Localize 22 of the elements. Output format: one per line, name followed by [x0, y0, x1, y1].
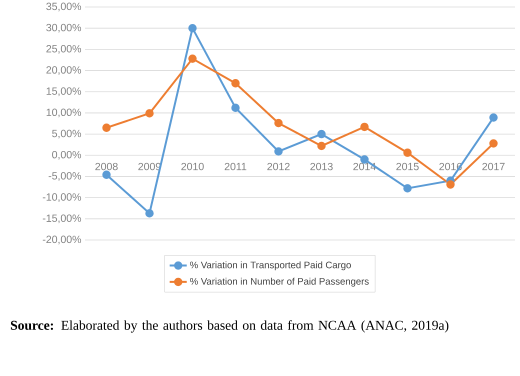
- text: Source: Elaborated by the authors based on data from NCAA (ANAC, 2019a): [10, 320, 448, 333]
- y-tick-label: -20,00%: [42, 236, 82, 244]
- y-tick-label: -15,00%: [42, 214, 82, 224]
- y-tick-label: 10,00%: [46, 108, 82, 118]
- x-tick-label: 2011: [224, 162, 246, 170]
- x-tick-label: 2012: [267, 162, 290, 170]
- x-tick-label: 2017: [482, 162, 505, 170]
- x-tick-label: 2013: [310, 162, 333, 170]
- y-tick-label: 15,00%: [46, 87, 82, 96]
- x-tick-label: 2008: [95, 162, 118, 170]
- y-tick-label: 25,00%: [46, 45, 82, 54]
- x-tick-label: 2010: [181, 162, 204, 170]
- y-tick-label: 0,00%: [52, 150, 82, 160]
- legend-label: % Variation in Number of Paid Passengers: [190, 278, 369, 287]
- y-tick-label: 20,00%: [46, 66, 82, 75]
- y-tick-label: 35,00%: [46, 2, 82, 12]
- x-tick-label: 2015: [396, 162, 419, 170]
- y-tick-label: -5,00%: [48, 172, 82, 181]
- y-tick-label: 5,00%: [52, 130, 82, 138]
- y-tick-label: -10,00%: [42, 193, 82, 202]
- legend-label: % Variation in Transported Paid Cargo: [190, 261, 351, 270]
- y-tick-label: 30,00%: [46, 24, 82, 33]
